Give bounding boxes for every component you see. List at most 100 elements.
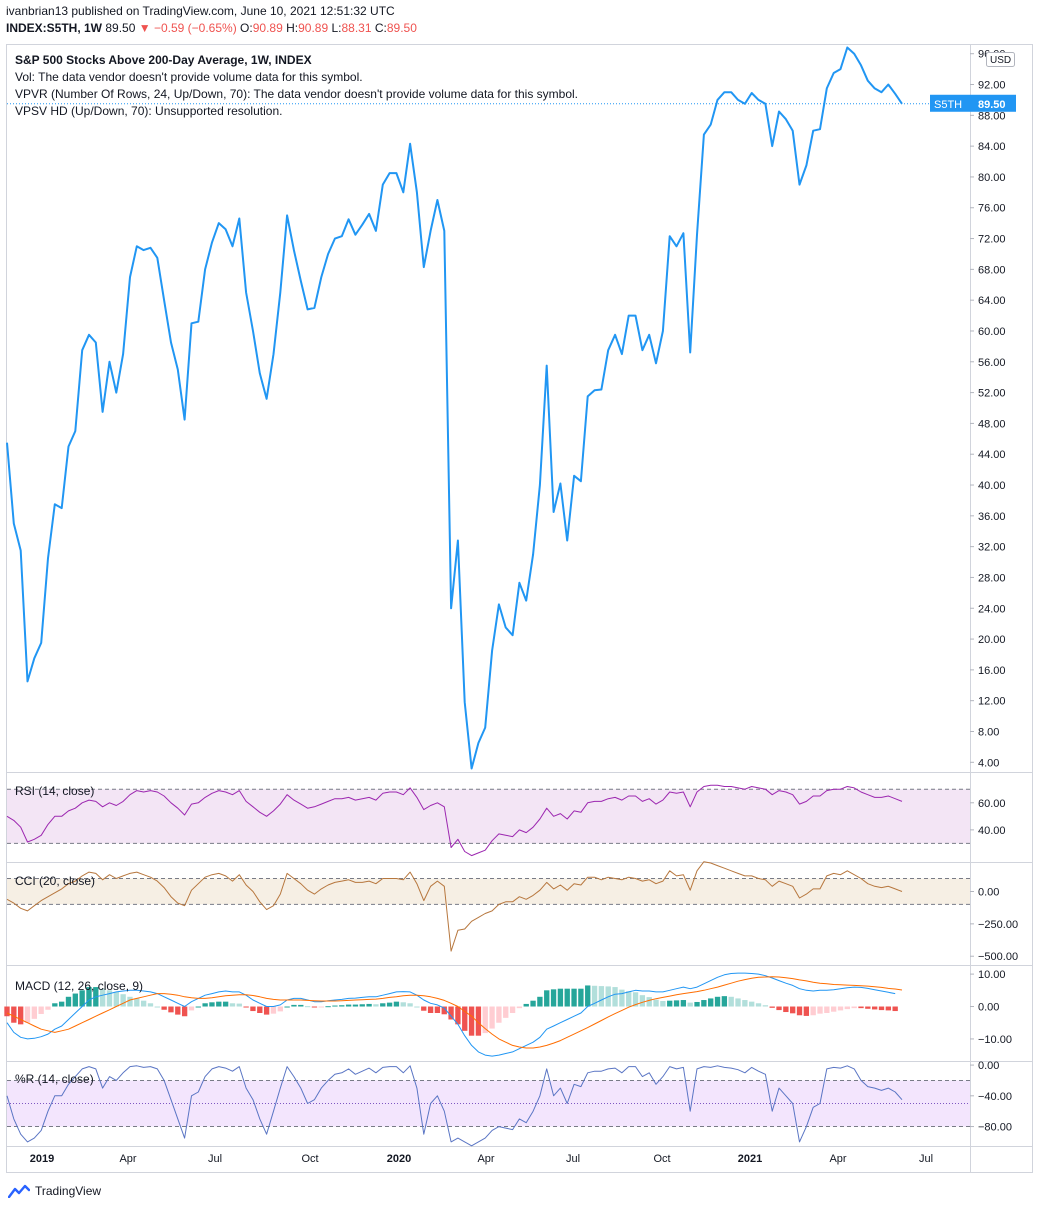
macd-histogram-bar	[345, 1004, 352, 1007]
macd-histogram-bar	[564, 988, 570, 1007]
time-axis-label: 2020	[387, 1153, 411, 1165]
macd-histogram-bar	[694, 1001, 700, 1007]
macd-histogram-bar	[257, 1006, 263, 1013]
macd-histogram-bar	[776, 1006, 782, 1011]
chart-frame	[6, 44, 1033, 1173]
last-price-tag-symbol: S5TH	[934, 99, 962, 111]
last-price-tag-bg	[930, 94, 1016, 112]
macd-histogram-bar	[728, 996, 734, 1007]
time-axis-label: Jul	[208, 1153, 222, 1165]
macd-histogram-bar	[304, 1006, 311, 1008]
price-axis-label: 72.00	[978, 234, 1006, 246]
macd-histogram-bar	[598, 986, 605, 1007]
williams-r-axis-label: 0.00	[978, 1060, 999, 1072]
currency-badge-box	[986, 52, 1015, 67]
macd-histogram-bar	[209, 1002, 215, 1007]
time-axis-label: 2019	[30, 1153, 54, 1165]
macd-histogram-bar	[885, 1006, 892, 1011]
open-label: O:	[240, 21, 253, 35]
macd-histogram-bar	[769, 1006, 775, 1008]
macd-histogram-bar	[810, 1006, 816, 1016]
macd-histogram-bar	[147, 1003, 154, 1007]
macd-histogram-bar	[824, 1006, 830, 1013]
macd-histogram-bar	[407, 1003, 413, 1007]
macd-histogram-bar	[421, 1006, 427, 1011]
macd-histogram-bar	[523, 1003, 529, 1007]
macd-histogram-bar	[817, 1006, 823, 1014]
macd-histogram-bar	[386, 1002, 393, 1007]
macd-histogram-bar	[653, 999, 659, 1007]
macd-histogram-bar	[52, 1003, 58, 1007]
macd-histogram-bar	[11, 1006, 17, 1023]
macd-histogram-bar	[892, 1006, 898, 1012]
main-legend-title[interactable]: S&P 500 Stocks Above 200-Day Average, 1W…	[15, 53, 312, 67]
macd-histogram-bar	[735, 998, 741, 1007]
last-price: 89.50	[105, 21, 136, 35]
macd-histogram-bar	[537, 996, 543, 1007]
rsi-line	[6, 784, 903, 857]
price-axis-label: 56.00	[978, 357, 1006, 369]
currency-badge: USD	[986, 52, 1015, 67]
macd-histogram-bar	[803, 1006, 810, 1016]
last-price-tag-value: 89.50	[978, 99, 1006, 111]
macd-histogram-bar	[462, 1006, 468, 1031]
macd-legend[interactable]: MACD (12, 26, close, 9)	[15, 979, 144, 993]
macd-histogram-bar	[872, 1006, 878, 1010]
macd-histogram-bar	[475, 1006, 482, 1036]
macd-histogram-bar	[45, 1006, 51, 1010]
macd-histogram-bar	[755, 1003, 762, 1007]
macd-histogram-bar	[632, 992, 639, 1007]
macd-histogram-bar	[366, 1003, 372, 1007]
macd-histogram-bar	[455, 1006, 461, 1025]
volume-legend[interactable]: Vol: The data vendor doesn't provide vol…	[15, 70, 363, 84]
macd-histogram-bar	[660, 1001, 666, 1007]
macd-histogram-bar	[550, 989, 557, 1007]
low-value: 88.31	[341, 21, 372, 35]
macd-histogram-bar	[188, 1006, 195, 1011]
williams-r-axis-label: −80.00	[978, 1122, 1012, 1134]
macd-histogram-bar	[284, 1006, 290, 1008]
macd-histogram-bar	[571, 988, 577, 1007]
macd-histogram-bar	[24, 1006, 31, 1023]
williams-r-legend[interactable]: %R (14, close)	[15, 1072, 94, 1086]
vpsv-legend[interactable]: VPSV HD (Up/Down, 70): Unsupported resol…	[15, 104, 283, 118]
macd-histogram-bar	[400, 1002, 406, 1007]
macd-histogram-bar	[161, 1006, 167, 1010]
macd-histogram-bar	[332, 1005, 338, 1007]
time-axis-label: Apr	[829, 1153, 846, 1165]
macd-histogram-bar	[626, 991, 632, 1007]
macd-histogram-bar	[79, 990, 85, 1007]
macd-histogram-bar	[468, 1006, 475, 1036]
macd-histogram-bar	[427, 1006, 434, 1013]
macd-histogram-bar	[325, 1006, 331, 1008]
price-axis-label: 36.00	[978, 511, 1006, 523]
cci-line	[6, 861, 903, 952]
time-axis-label: Oct	[653, 1153, 670, 1165]
rsi-legend[interactable]: RSI (14, close)	[15, 784, 95, 798]
cci-legend[interactable]: CCI (20, close)	[15, 874, 96, 888]
price-axis-label: 24.00	[978, 603, 1006, 615]
macd-histogram-bar	[865, 1006, 871, 1009]
time-axis-label: Jul	[919, 1153, 933, 1165]
tradingview-logo[interactable]: TradingView	[8, 1182, 101, 1200]
symbol-header: INDEX:S5TH, 1W 89.50 ▼ −0.59 (−0.65%) O:…	[6, 21, 417, 36]
macd-histogram-bar	[291, 1004, 297, 1007]
open-value: 90.89	[252, 21, 283, 35]
macd-histogram-bar	[742, 1000, 748, 1007]
macd-histogram-bar	[140, 1000, 147, 1007]
symbol-name[interactable]: INDEX:S5TH, 1W	[6, 21, 103, 35]
macd-histogram-bar	[99, 988, 106, 1007]
macd-histogram-bar	[113, 991, 119, 1007]
macd-histogram-bar	[708, 998, 714, 1007]
macd-histogram-bar	[154, 1006, 160, 1008]
macd-line	[6, 972, 896, 1057]
vpvr-legend[interactable]: VPVR (Number Of Rows, 24, Up/Down, 70): …	[15, 87, 578, 101]
macd-histogram-bar	[844, 1006, 851, 1010]
price-axis-label: 12.00	[978, 696, 1006, 708]
macd-histogram-bar	[619, 989, 625, 1007]
macd-histogram-bar	[448, 1006, 454, 1020]
price-axis-label: 80.00	[978, 172, 1006, 184]
rsi-band	[7, 789, 970, 844]
price-axis-label: 64.00	[978, 295, 1006, 307]
